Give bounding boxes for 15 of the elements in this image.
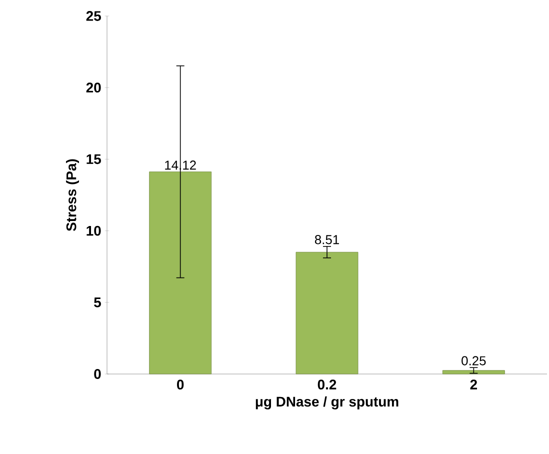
y-tick-label: 5 <box>94 298 101 308</box>
data-label: 0.25 <box>462 356 486 366</box>
y-tick-label: 0 <box>94 369 101 379</box>
y-axis-title: Stress (Pa) <box>66 159 79 232</box>
y-tick-label: 25 <box>86 11 101 21</box>
y-tick-label: 20 <box>86 82 101 93</box>
x-tick-label: 2 <box>470 380 477 390</box>
x-tick-label: 0.2 <box>318 380 336 390</box>
x-tick-label: 0 <box>177 380 184 390</box>
y-tick-label: 10 <box>86 226 101 236</box>
bar <box>442 370 505 374</box>
x-axis-title: μg DNase / gr sputum <box>256 396 398 410</box>
y-tick-label: 15 <box>86 154 101 164</box>
bar <box>296 252 358 374</box>
data-label: 8.51 <box>314 235 339 244</box>
